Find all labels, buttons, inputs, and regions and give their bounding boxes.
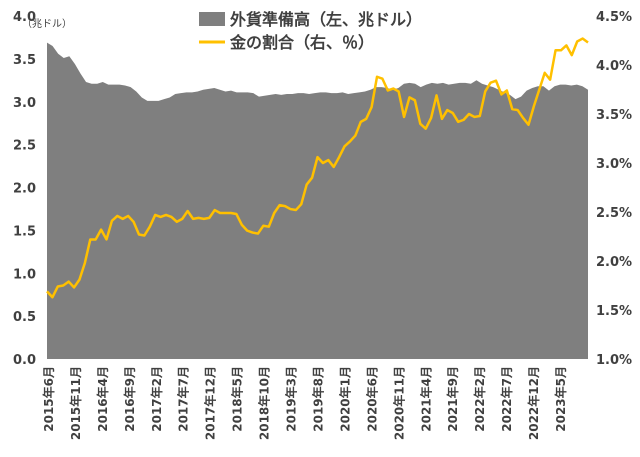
y-left-tick-label: 1.5: [13, 224, 36, 239]
reserves-area: [47, 42, 588, 359]
x-tick-label: 2015年6月: [41, 366, 56, 432]
y-right-tick-label: 1.5%: [596, 304, 632, 319]
x-tick-label: 2019年8月: [311, 366, 326, 432]
legend-swatch-reserves: [199, 12, 225, 26]
y-left-tick-label: 2.0: [13, 182, 36, 197]
x-tick-label: 2017年12月: [203, 366, 218, 440]
legend-label-gold: 金の割合（右、％）: [229, 33, 374, 52]
y-left-tick-label: 1.0: [13, 267, 36, 282]
x-tick-label: 2021年4月: [418, 366, 433, 432]
y-right-tick-label: 2.5%: [596, 206, 632, 221]
x-tick-label: 2022年2月: [472, 366, 487, 432]
x-tick-label: 2020年11月: [391, 366, 406, 440]
x-tick-label: 2018年5月: [230, 366, 245, 432]
y-left-tick-label: 0.0: [13, 353, 36, 368]
x-tick-label: 2021年9月: [445, 366, 460, 432]
gold-share-line: [46, 37, 589, 299]
x-axis: 2015年6月 2015年11月 2016年4月 2016年9月 2017年2月 2017…: [41, 366, 568, 440]
y-left-tick-label: 3.0: [13, 96, 36, 111]
legend-label-reserves: 外貨準備高（左、兆ドル）: [229, 10, 422, 29]
x-tick-label: 2016年9月: [122, 366, 137, 432]
y-right-tick-label: 2.0%: [596, 255, 632, 270]
legend: 外貨準備高（左、兆ドル） 金の割合（右、％）: [199, 10, 422, 52]
y-axis-left: 0.0 0.5 1.0 1.5 2.0 2.5 3.0 3.5 4.0: [13, 10, 36, 368]
x-tick-label: 2020年6月: [364, 366, 379, 432]
x-tick-label: 2022年12月: [526, 366, 541, 440]
gold-line-layer: [46, 37, 589, 299]
y-right-tick-label: 3.5%: [596, 108, 632, 123]
y-right-tick-label: 4.0%: [596, 59, 632, 74]
x-tick-label: 2018年10月: [257, 366, 272, 440]
y-left-tick-label: 4.0: [13, 10, 36, 25]
x-tick-label: 2019年3月: [284, 366, 299, 432]
y-left-tick-label: 0.5: [13, 310, 36, 325]
x-tick-label: 2022年7月: [499, 366, 514, 432]
x-tick-label: 2020年1月: [337, 366, 352, 432]
x-tick-label: 2016年4月: [95, 366, 110, 432]
x-tick-label: 2017年2月: [149, 366, 164, 432]
y-right-tick-label: 4.5%: [596, 10, 632, 25]
x-tick-label: 2023年5月: [553, 366, 568, 432]
y-left-tick-label: 2.5: [13, 139, 36, 154]
reserves-area-layer: [47, 42, 588, 359]
y-axis-right: 1.0% 1.5% 2.0% 2.5% 3.0% 3.5% 4.0% 4.5%: [596, 10, 632, 368]
x-tick-label: 2015年11月: [68, 366, 83, 440]
y-left-tick-label: 3.5: [13, 53, 36, 68]
x-tick-label: 2017年7月: [176, 366, 191, 432]
y-right-tick-label: 3.0%: [596, 157, 632, 172]
y-left-unit-label: （兆ドル）: [22, 18, 72, 30]
y-right-tick-label: 1.0%: [596, 353, 632, 368]
